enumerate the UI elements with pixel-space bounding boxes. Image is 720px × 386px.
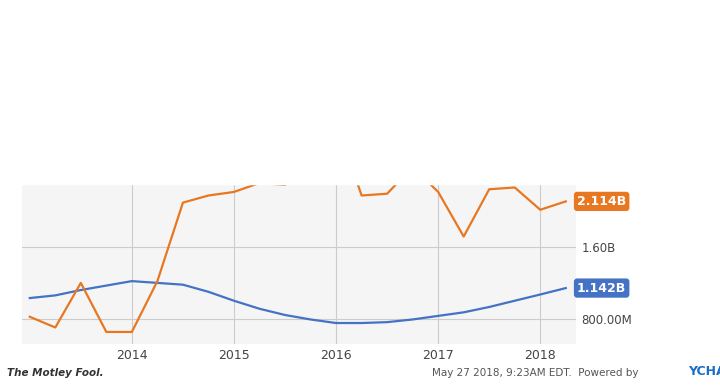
- Text: 1.142B: 1.142B: [577, 281, 626, 295]
- Text: YCHARTS: YCHARTS: [688, 364, 720, 378]
- Text: 2.114B: 2.114B: [577, 195, 626, 208]
- Text: May 27 2018, 9:23AM EDT.  Powered by: May 27 2018, 9:23AM EDT. Powered by: [432, 367, 642, 378]
- Legend: Melco Resorts and Entertainment EBITDA (TTM), Melco Resorts and Entertainment Ne: Melco Resorts and Entertainment EBITDA (…: [27, 13, 407, 36]
- Text: The Motley Fool.: The Motley Fool.: [7, 367, 104, 378]
